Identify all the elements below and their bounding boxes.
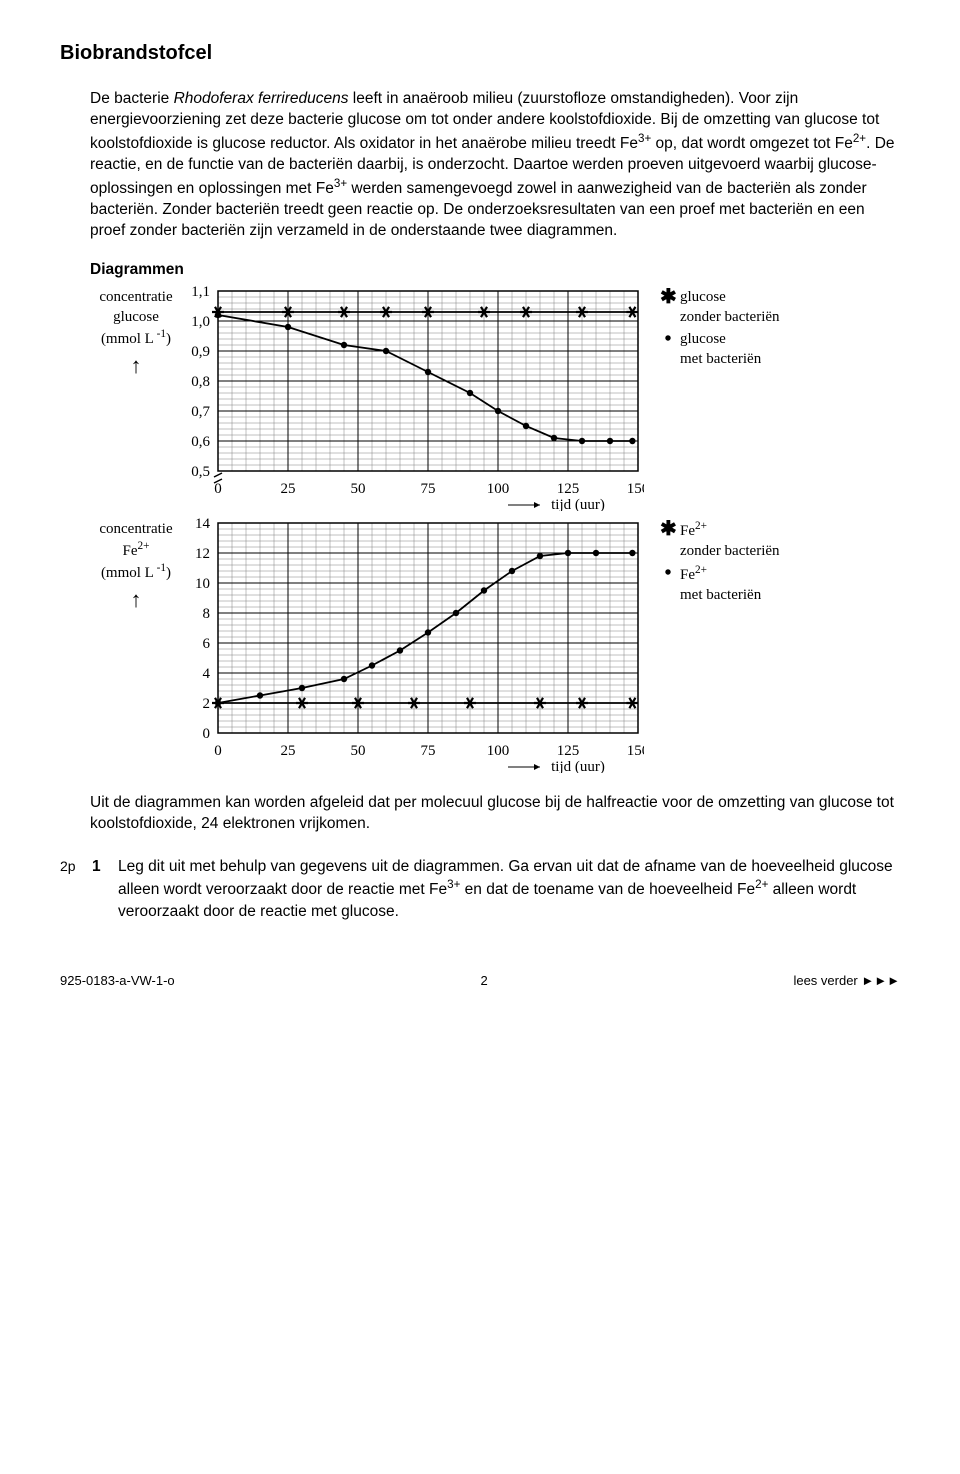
- diagrams-heading: Diagrammen: [90, 260, 900, 281]
- svg-text:0,7: 0,7: [191, 404, 210, 420]
- svg-text:125: 125: [557, 481, 580, 497]
- svg-text:12: 12: [195, 546, 210, 562]
- legend-item: •Fe2+met bacteriën: [660, 563, 780, 606]
- svg-text:10: 10: [195, 576, 210, 592]
- svg-text:0,9: 0,9: [191, 344, 210, 360]
- chart-1-legend: ✱glucosezonder bacteriën•glucosemet bact…: [660, 285, 780, 372]
- chart-2-wrap: concentratieFe2+(mmol L -1) ↑ 0 2 4 6 8 10 12 1…: [90, 517, 900, 773]
- chart-2-ylabel-text: concentratieFe2+(mmol L -1): [90, 519, 182, 584]
- svg-text:8: 8: [203, 606, 211, 622]
- svg-text:25: 25: [281, 743, 296, 759]
- svg-text:1,0: 1,0: [191, 314, 210, 330]
- body-text: De bacterie Rhodoferax ferrireducens lee…: [90, 89, 900, 242]
- svg-text:50: 50: [351, 481, 366, 497]
- chart-2-legend: ✱Fe2+zonder bacteriën•Fe2+met bacteriën: [660, 517, 780, 608]
- svg-text:0,6: 0,6: [191, 434, 210, 450]
- chart-2-ylabel: concentratieFe2+(mmol L -1) ↑: [90, 517, 182, 612]
- svg-text:4: 4: [203, 666, 211, 682]
- chart-1-svg: 0,5 0,6 0,7 0,8 0,9 1,0 1,1 0 25 50 75 100 125 150 tij…: [182, 285, 644, 511]
- svg-text:tijd (uur): tijd (uur): [551, 759, 605, 773]
- svg-text:100: 100: [487, 743, 510, 759]
- chart-1-ylabel: concentratieglucose(mmol L -1) ↑: [90, 285, 182, 378]
- body-paragraph: De bacterie Rhodoferax ferrireducens lee…: [90, 89, 900, 242]
- chart-1-ylabel-text: concentratieglucose(mmol L -1): [90, 287, 182, 350]
- svg-text:0,5: 0,5: [191, 464, 210, 480]
- footer-right: lees verder ►►►: [793, 972, 900, 990]
- up-arrow-icon: ↑: [90, 355, 182, 377]
- page-footer: 925-0183-a-VW-1-o 2 lees verder ►►►: [60, 972, 900, 990]
- svg-text:25: 25: [281, 481, 296, 497]
- legend-label: Fe2+zonder bacteriën: [680, 519, 780, 562]
- chart-2-svg: 0 2 4 6 8 10 12 14 0 25 50 75 100 125 150 tijd (uur): [182, 517, 644, 773]
- legend-item: ✱Fe2+zonder bacteriën: [660, 519, 780, 562]
- footer-left: 925-0183-a-VW-1-o: [60, 972, 175, 990]
- after-charts-paragraph: Uit de diagrammen kan worden afgeleid da…: [90, 793, 900, 835]
- svg-text:75: 75: [421, 743, 436, 759]
- svg-text:100: 100: [487, 481, 510, 497]
- legend-label: glucosemet bacteriën: [680, 329, 761, 370]
- svg-text:1,1: 1,1: [191, 285, 210, 300]
- svg-text:125: 125: [557, 743, 580, 759]
- question-points: 2p: [60, 857, 92, 876]
- legend-label: Fe2+met bacteriën: [680, 563, 761, 606]
- svg-text:0: 0: [214, 743, 222, 759]
- svg-text:50: 50: [351, 743, 366, 759]
- svg-text:14: 14: [195, 517, 211, 532]
- svg-text:0,8: 0,8: [191, 374, 210, 390]
- question-text: Leg dit uit met behulp van gegevens uit …: [118, 857, 900, 923]
- question-number: 1: [92, 857, 118, 878]
- svg-text:150: 150: [627, 743, 644, 759]
- legend-label: glucosezonder bacteriën: [680, 287, 780, 328]
- svg-text:6: 6: [203, 636, 211, 652]
- legend-item: ✱glucosezonder bacteriën: [660, 287, 780, 328]
- svg-text:150: 150: [627, 481, 644, 497]
- footer-center: 2: [480, 972, 487, 990]
- svg-text:0: 0: [214, 481, 222, 497]
- svg-text:tijd (uur): tijd (uur): [551, 497, 605, 511]
- page-title: Biobrandstofcel: [60, 40, 900, 67]
- question-1-row: 2p 1 Leg dit uit met behulp van gegevens…: [60, 857, 900, 923]
- chart-1-wrap: concentratieglucose(mmol L -1) ↑ 0,50,60…: [90, 285, 900, 511]
- svg-text:2: 2: [203, 696, 211, 712]
- legend-item: •glucosemet bacteriën: [660, 329, 780, 370]
- up-arrow-icon: ↑: [90, 589, 182, 611]
- svg-text:75: 75: [421, 481, 436, 497]
- svg-text:0: 0: [203, 726, 211, 742]
